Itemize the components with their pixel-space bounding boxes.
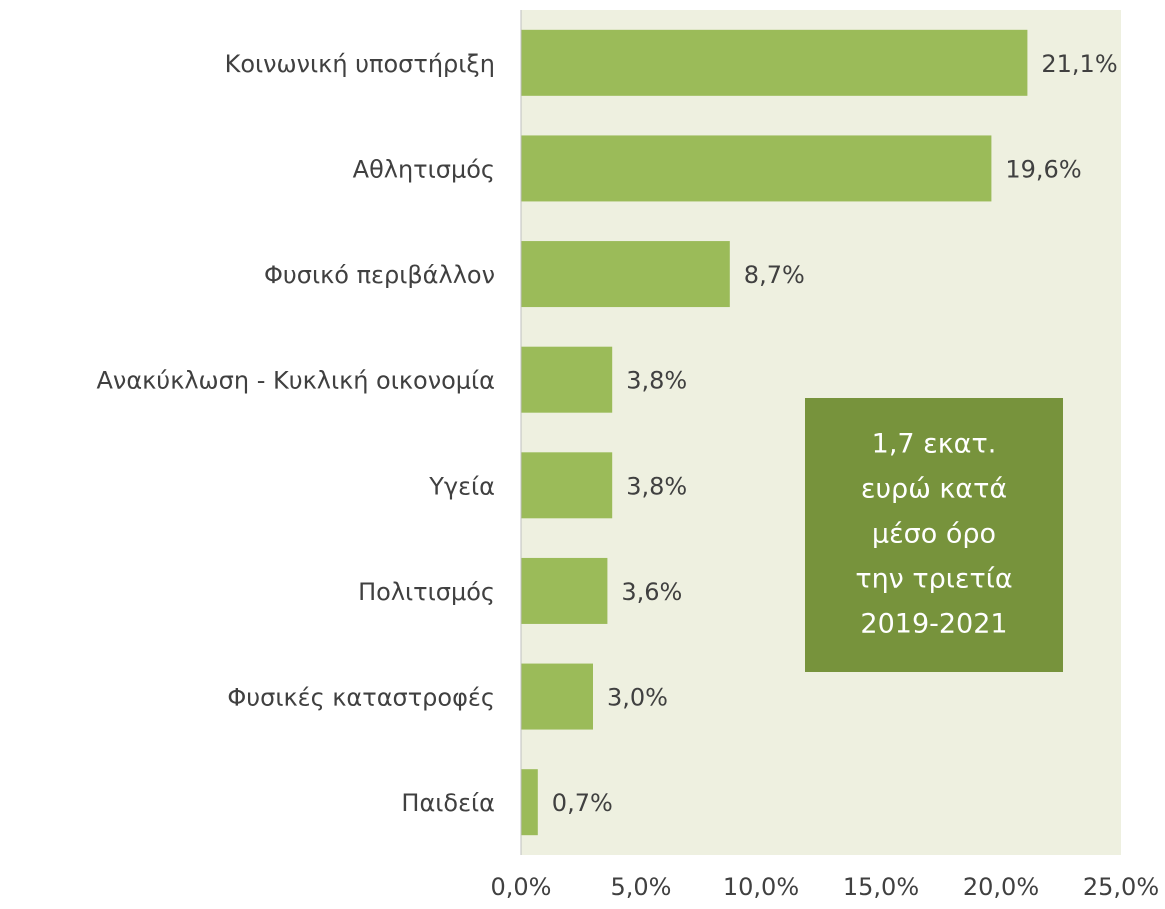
annotation-text: 1,7 εκατ. [872,429,997,460]
category-label: Φυσικές καταστροφές [227,684,495,712]
annotation-box [805,398,1063,672]
x-tick-label: 5,0% [611,873,672,901]
category-label: Υγεία [428,472,495,500]
bar [521,769,538,836]
value-label: 3,8% [626,367,687,395]
x-tick-label: 10,0% [723,873,799,901]
bar [521,557,608,624]
bar [521,241,730,308]
bar [521,346,613,413]
category-label: Παιδεία [401,789,495,817]
x-tick-label: 20,0% [963,873,1039,901]
annotation-text: την τριετία [855,564,1012,595]
value-label: 8,7% [744,261,805,289]
bar [521,29,1028,96]
category-label: Ανακύκλωση - Κυκλική οικονομία [97,367,495,395]
x-tick-label: 15,0% [843,873,919,901]
value-label: 3,0% [607,684,668,712]
value-label: 21,1% [1041,50,1117,78]
category-label: Αθλητισμός [353,155,495,183]
category-label: Πολιτισμός [358,578,495,606]
bar [521,135,992,202]
annotation-text: 2019-2021 [860,609,1007,640]
category-label: Φυσικό περιβάλλον [264,261,495,289]
value-label: 3,8% [626,472,687,500]
bar [521,663,593,730]
bar [521,452,613,519]
value-label: 19,6% [1005,155,1081,183]
annotation-text: ευρώ κατά [861,474,1007,505]
value-label: 3,6% [621,578,682,606]
category-label: Κοινωνική υποστήριξη [225,50,495,78]
x-tick-label: 0,0% [491,873,552,901]
x-tick-label: 25,0% [1083,873,1159,901]
annotation-text: μέσο όρο [872,519,996,550]
value-label: 0,7% [552,789,613,817]
